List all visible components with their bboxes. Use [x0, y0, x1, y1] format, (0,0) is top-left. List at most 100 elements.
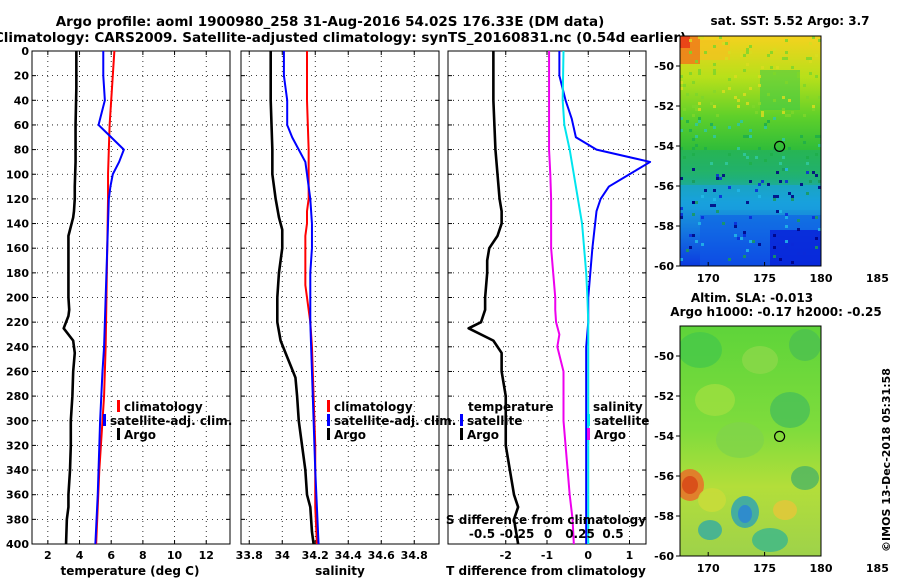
plot-frame: [31, 50, 231, 545]
s-tick-label: 0.5: [602, 527, 623, 541]
sst-pixel: [791, 198, 794, 201]
sst-pixel: [689, 51, 692, 54]
sst-pixel: [689, 234, 692, 237]
series-line-t-satellite: [558, 51, 652, 544]
sst-pixel: [785, 240, 788, 243]
ytick-label: 120: [6, 193, 29, 206]
sst-pixel: [749, 51, 752, 54]
sst-pixel: [785, 225, 788, 228]
ytick-label: 20: [14, 70, 30, 83]
sst-pixel: [758, 102, 761, 105]
sst-pixel: [749, 129, 752, 132]
sst-pixel: [803, 84, 806, 87]
sst-pixel: [683, 84, 686, 87]
sst-pixel: [680, 258, 683, 261]
sst-pixel: [713, 198, 716, 201]
map-ytick-label: -52: [654, 390, 674, 403]
sst-pixel: [692, 147, 695, 150]
ytick-label: 400: [6, 538, 29, 551]
sst-pixel: [713, 90, 716, 93]
sst-pixel: [746, 102, 749, 105]
sst-pixel: [695, 135, 698, 138]
sst-pixel: [692, 213, 695, 216]
sst-pixel: [743, 234, 746, 237]
map-ytick-label: -54: [654, 140, 674, 153]
sst-pixel: [689, 39, 692, 42]
ytick-label: 80: [14, 144, 30, 157]
sst-pixel: [815, 135, 818, 138]
legend-label-s-argo: Argo: [594, 428, 626, 442]
sst-pixel: [776, 171, 779, 174]
series-line-t-argo: [467, 51, 520, 545]
sst-pixel: [749, 87, 752, 90]
sst-pixel: [734, 234, 737, 237]
ytick-label: 340: [6, 464, 29, 477]
sst-pixel: [689, 72, 692, 75]
sst-pixel: [782, 156, 785, 159]
sst-pixel: [719, 36, 722, 39]
map-ytick-label: -60: [654, 260, 674, 273]
sst-pixel: [773, 72, 776, 75]
temperature-panel: 0 20 40 60 80 100 120 140 160 180 200 220 240 260 280 3…: [6, 45, 231, 562]
legend-title-temperature: temperature: [468, 400, 553, 414]
sst-pixel: [785, 114, 788, 117]
sst-pixel: [806, 57, 809, 60]
map-xtick-label: 170: [697, 562, 720, 575]
difference-panel: -2 -1 0 1: [447, 50, 652, 562]
sst-pixel: [725, 42, 728, 45]
legend-swatch-s-argo: [587, 428, 590, 440]
map-xtick-label: 175: [753, 562, 776, 575]
sst-pixel: [791, 66, 794, 69]
sst-pixel: [734, 75, 737, 78]
xtick-label: 34.6: [368, 549, 395, 562]
legend-swatch-climatology: [327, 400, 330, 412]
sst-pixel: [746, 99, 749, 102]
sst-pixel: [797, 219, 800, 222]
s-difference-label: S difference from climatology: [446, 513, 646, 527]
map-ytick-label: -60: [654, 550, 674, 563]
sst-pixel: [743, 135, 746, 138]
legend-swatch-argo: [327, 428, 330, 440]
sst-pixel: [686, 93, 689, 96]
sst-pixel: [680, 147, 683, 150]
map-xtick-label: 185: [866, 272, 889, 285]
xtick-label: 12: [199, 549, 214, 562]
sst-pixel: [692, 153, 695, 156]
sst-pixel: [806, 171, 809, 174]
sst-pixel: [815, 153, 818, 156]
sst-pixel: [812, 36, 815, 39]
sst-pixel: [785, 213, 788, 216]
sst-pixel: [695, 144, 698, 147]
legend-swatch-satellite: [103, 414, 106, 426]
map-ytick-label: -58: [654, 510, 674, 523]
sst-pixel: [701, 216, 704, 219]
sst-pixel: [728, 51, 731, 54]
sst-pixel: [701, 36, 704, 39]
sst-pixel: [764, 159, 767, 162]
sst-pixel: [797, 228, 800, 231]
sst-pixel: [773, 234, 776, 237]
map-xtick-label: 180: [810, 272, 833, 285]
sst-pixel: [743, 54, 746, 57]
sst-pixel: [746, 135, 749, 138]
sst-pixel: [701, 96, 704, 99]
sst-pixel: [797, 72, 800, 75]
sst-pixel: [764, 126, 767, 129]
legend-label-s-satellite: satellite: [594, 414, 649, 428]
sst-pixel: [719, 195, 722, 198]
sst-pixel: [698, 117, 701, 120]
map-xtick-label: 180: [810, 562, 833, 575]
sst-pixel: [749, 240, 752, 243]
xtick-label: 2: [44, 549, 52, 562]
ytick-label: 300: [6, 415, 29, 428]
sst-pixel: [776, 210, 779, 213]
sst-pixel: [791, 243, 794, 246]
ytick-label: 280: [6, 390, 29, 403]
sst-pixel: [683, 156, 686, 159]
figure-title-line1: Argo profile: aoml 1900980_258 31-Aug-20…: [56, 14, 605, 30]
sst-pixel: [704, 129, 707, 132]
sst-pixel: [743, 69, 746, 72]
sst-pixel: [806, 96, 809, 99]
sst-pixel: [698, 36, 701, 39]
